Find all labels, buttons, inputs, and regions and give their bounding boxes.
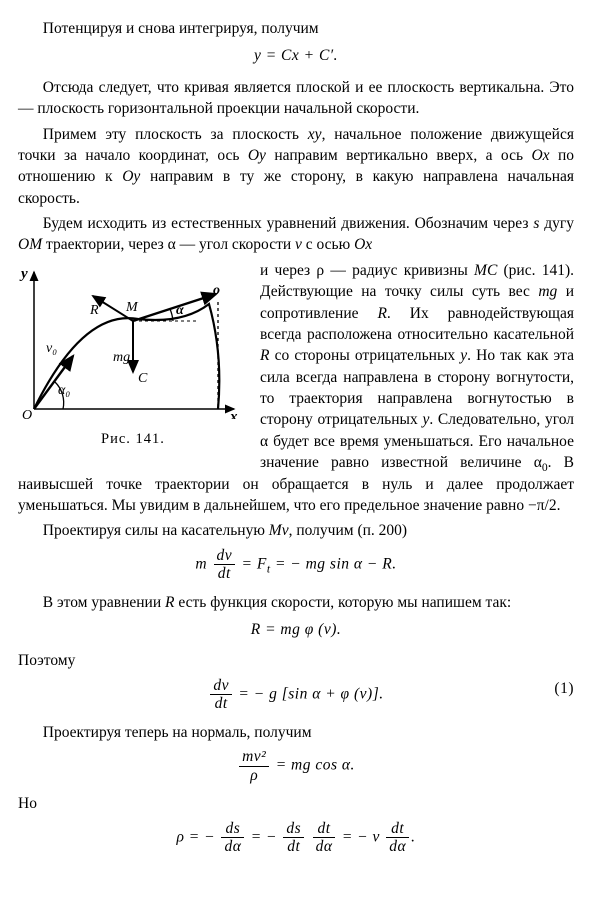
eq4-n: dv: [210, 678, 232, 696]
p4-t1: Будем исходить из естественных уравнений…: [43, 215, 534, 232]
p5-t1: Проектируя силы на касательную: [43, 522, 269, 539]
eq4-rhs: = − g [sin α + φ (v)].: [234, 685, 384, 702]
oy: Oy: [248, 147, 266, 164]
p4-t5a: и через ρ — радиус кривизны: [260, 262, 474, 279]
equation-5: mv²ρ = mg cos α.: [18, 749, 574, 783]
equation-1: y = Cx + C′.: [18, 45, 574, 66]
para-3: Примем эту плоскость за плоскость xy, на…: [18, 124, 574, 210]
om: OM: [18, 236, 42, 253]
eq5-rhs: = mg cos α.: [271, 757, 355, 774]
eq6-2n: ds: [283, 821, 304, 839]
equation-3: R = mg φ (v).: [18, 619, 574, 640]
fig-origin-label: O: [22, 408, 32, 419]
ox-2: Ox: [354, 236, 372, 253]
v-var: v: [295, 236, 302, 253]
equation-6: ρ = − dsdα = − dsdt dtdα = − v dtdα.: [18, 821, 574, 855]
eq6-1n: ds: [221, 821, 244, 839]
p3-t3: направим вертикально вверх, а ось: [266, 147, 532, 164]
p6-t1: В этом уравнении: [43, 594, 165, 611]
mg: mg: [538, 283, 557, 300]
p4-t3: траектории, через α — угол скорости: [42, 236, 295, 253]
mv: Mv: [269, 522, 289, 539]
eq3-text: R = mg φ (v).: [251, 621, 342, 638]
fig-c-label: C: [138, 371, 148, 386]
p5-t2: , получим (п. 200): [289, 522, 407, 539]
para-8: Проектируя теперь на нормаль, получим: [18, 722, 574, 743]
equation-4: dvdt = − g [sin α + φ (v)]. (1): [18, 678, 574, 712]
eq2-d: dt: [214, 565, 236, 582]
eq6-f2: dsdt: [281, 821, 306, 855]
xy: xy: [308, 126, 322, 143]
para-1: Потенцируя и снова интегрируя, получим: [18, 18, 574, 39]
fig-mg-label: mg: [113, 350, 130, 365]
fig-alpha0-label: α₀: [58, 383, 70, 398]
fig-v0-label: v₀: [46, 341, 57, 356]
para-7: Поэтому: [18, 650, 574, 671]
ox: Ox: [531, 147, 549, 164]
p4-t4: с осью: [302, 236, 354, 253]
fig-r-label: R: [89, 303, 99, 318]
para-6: В этом уравнении R есть функция скорости…: [18, 592, 574, 613]
eq6-1d: dα: [221, 838, 244, 855]
eq6-rho: ρ = −: [176, 828, 219, 845]
figure-caption: Рис. 141.: [18, 429, 248, 449]
eq6-2d: dt: [283, 838, 304, 855]
figure-141: y x O M o C R mg v₀ α α₀: [18, 264, 248, 419]
eq4-number: (1): [554, 678, 574, 699]
para-2: Отсюда следует, что кривая является плос…: [18, 77, 574, 120]
eq4-d: dt: [210, 695, 232, 712]
mc: MC: [474, 262, 497, 279]
eq6-4n: dt: [386, 821, 409, 839]
eq6-4d: dα: [386, 838, 409, 855]
R: R: [377, 305, 386, 322]
oy2: Oy: [122, 168, 140, 185]
p6-t2: есть функция скорости, которую мы напише…: [174, 594, 511, 611]
eq6-f1: dsdα: [219, 821, 246, 855]
eq6-dot: .: [411, 828, 415, 845]
figure-141-block: y x O M o C R mg v₀ α α₀ Рис. 141.: [18, 264, 248, 449]
eq6-f3: dtdα: [311, 821, 338, 855]
fig-y-label: y: [19, 266, 28, 282]
eq2-rhs: = − mg sin α − R.: [271, 555, 397, 572]
para-9: Но: [18, 793, 574, 814]
eq5-frac: mv²ρ: [237, 749, 271, 783]
p4-t8: со стороны отрицательных: [269, 347, 460, 364]
fig-alpha-label: α: [176, 303, 184, 318]
equation-2: m dvdt = Ft = − mg sin α − R.: [18, 548, 574, 582]
eq2-n: dv: [214, 548, 236, 566]
eq2-m: m: [195, 555, 207, 572]
para-4a: Будем исходить из естественных уравнений…: [18, 213, 574, 256]
eq6-f4: dtdα: [384, 821, 411, 855]
eq4-frac: dvdt: [208, 678, 234, 712]
eq6-eq3: = − v: [337, 828, 384, 845]
fig-x-label: x: [229, 409, 238, 419]
eq2-mid: = F: [237, 555, 267, 572]
eq6-3n: dt: [313, 821, 336, 839]
eq2-frac: dvdt: [212, 548, 238, 582]
fig-o-label: o: [213, 283, 220, 298]
p3-t1: Примем эту плоскость за плоскость: [43, 126, 308, 143]
para-5: Проектируя силы на касательную Mv, получ…: [18, 520, 574, 541]
p4-t2: дугу: [539, 215, 574, 232]
eq1-text: y = Cx + C′.: [254, 47, 338, 64]
eq5-n: mv²: [239, 749, 269, 767]
eq6-eq2: = −: [246, 828, 281, 845]
eq6-3d: dα: [313, 838, 336, 855]
fig-m-label: M: [125, 300, 139, 315]
eq5-d: ρ: [239, 767, 269, 784]
